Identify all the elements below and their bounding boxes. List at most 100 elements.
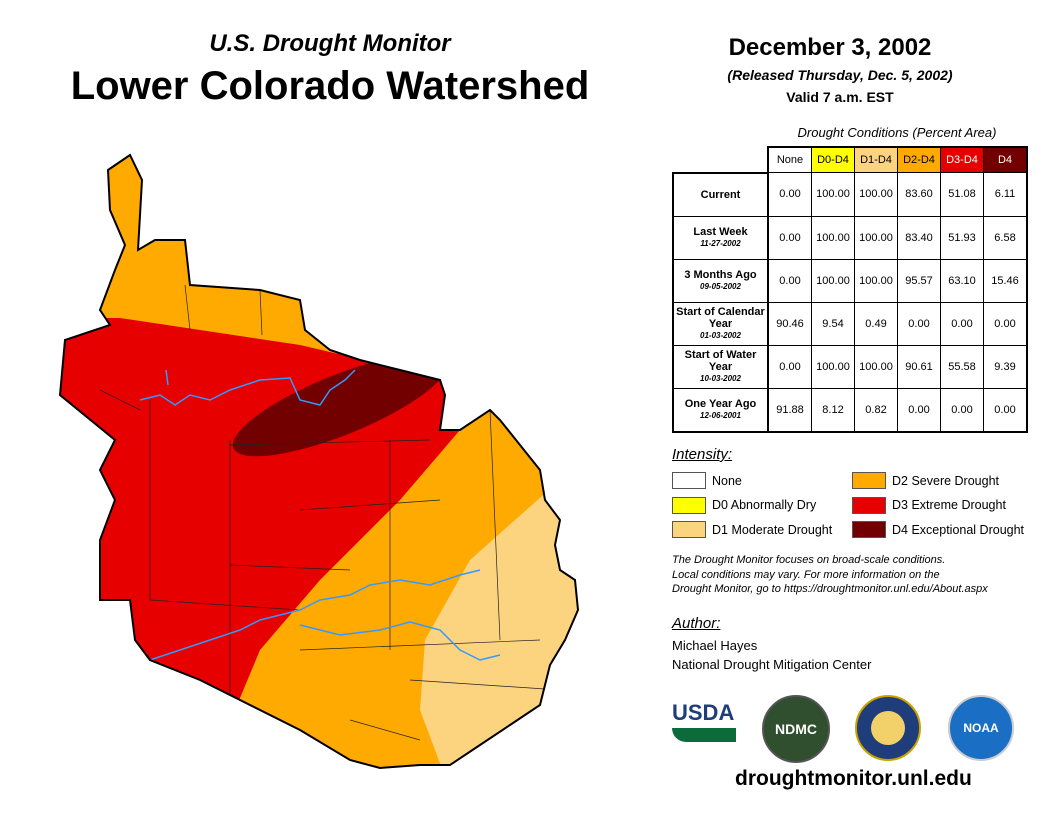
table-cell: 0.00 (897, 387, 941, 432)
usda-logo: USDA (672, 700, 736, 748)
table-cell: 95.57 (897, 258, 941, 303)
row-date: 10-03-2002 (700, 373, 741, 383)
legend-item: D2 Severe Drought (852, 472, 999, 489)
table-cell: 0.00 (897, 301, 941, 346)
table-row: Start of Water Year 10-03-2002 0.00 100.00 1… (672, 344, 1028, 389)
table-cell: 51.08 (940, 172, 984, 217)
table-cell: 63.10 (940, 258, 984, 303)
table-cell: 55.58 (940, 344, 984, 389)
legend-title: Intensity: (672, 446, 733, 463)
row-label: 3 Months Ago 09-05-2002 (672, 258, 769, 303)
table-cell: 0.00 (983, 387, 1028, 432)
legend-label: D1 Moderate Drought (712, 522, 833, 537)
legend-label: None (712, 473, 742, 488)
noaa-logo: NOAA (948, 695, 1014, 761)
row-date: 09-05-2002 (700, 281, 741, 291)
legend-swatch (672, 496, 706, 514)
row-label: Start of Calendar Year 01-03-2002 (672, 301, 769, 346)
legend-swatch (852, 496, 886, 514)
table-cell: 6.11 (983, 172, 1028, 217)
legend-swatch (852, 472, 886, 489)
table-cell: 9.54 (811, 301, 855, 346)
table-row: One Year Ago 12-06-2001 91.88 8.12 0.82 0.00 0… (672, 387, 1028, 432)
row-label: One Year Ago 12-06-2001 (672, 387, 769, 432)
note-line: Local conditions may vary. For more info… (672, 568, 940, 581)
table-cell: 0.00 (767, 344, 812, 389)
legend-item: D0 Abnormally Dry (672, 496, 817, 514)
table-row: 3 Months Ago 09-05-2002 0.00 100.00 100.00 95… (672, 258, 1028, 303)
drought-conditions-table: None D0-D4 D1-D4 D2-D4 D3-D4 D4 Current 0… (672, 146, 1028, 433)
legend-label: D3 Extreme Drought (892, 498, 1006, 512)
table-cell: 100.00 (811, 344, 855, 389)
table-cell: 100.00 (811, 172, 855, 217)
table-cell: 6.58 (983, 215, 1028, 260)
col-d1-d4: D1-D4 (854, 146, 898, 173)
table-cell: 100.00 (854, 215, 898, 260)
table-cell: 0.00 (767, 172, 812, 217)
table-cell: 100.00 (854, 344, 898, 389)
table-cell: 83.40 (897, 215, 941, 260)
table-cell: 51.93 (940, 215, 984, 260)
table-cell: 0.00 (940, 301, 984, 346)
row-label: Current (672, 172, 769, 217)
author-org: National Drought Mitigation Center (672, 657, 872, 672)
table-cell: 91.88 (767, 387, 812, 432)
col-d3-d4: D3-D4 (940, 146, 984, 173)
valid-time: Valid 7 a.m. EST (786, 89, 894, 105)
commerce-seal-logo (855, 695, 921, 761)
table-cell: 83.60 (897, 172, 941, 217)
rivers (139, 369, 501, 661)
table-cell: 15.46 (983, 258, 1028, 303)
release-date: (Released Thursday, Dec. 5, 2002) (727, 67, 953, 83)
table-cell: 100.00 (854, 172, 898, 217)
table-caption: Drought Conditions (Percent Area) (797, 125, 997, 140)
subbasin-borders (99, 284, 561, 741)
ndmc-logo: NDMC (762, 695, 830, 763)
col-d4: D4 (983, 146, 1028, 173)
author-label: Author: (672, 615, 721, 632)
legend-label: D2 Severe Drought (892, 473, 1000, 488)
table-cell: 8.12 (811, 387, 855, 432)
table-cell: 0.00 (767, 215, 812, 260)
d4-region (232, 353, 448, 457)
legend-label: D4 Exceptional Drought (892, 522, 1025, 537)
legend-item: D3 Extreme Drought (852, 496, 1006, 514)
note-line: The Drought Monitor focuses on broad-sca… (672, 554, 946, 566)
table-cell: 0.00 (767, 258, 812, 303)
legend-swatch (672, 521, 706, 538)
map-date: December 3, 2002 (728, 34, 932, 61)
legend-swatch (852, 521, 886, 538)
author-name: Michael Hayes (672, 638, 758, 653)
legend-item: None (672, 472, 742, 489)
table-row: Last Week 11-27-2002 0.00 100.00 100.00 83.40… (672, 215, 1028, 260)
legend-item: D1 Moderate Drought (672, 521, 832, 538)
col-d0-d4: D0-D4 (811, 146, 855, 173)
disclaimer-note: The Drought Monitor focuses on broad-sca… (672, 553, 1052, 597)
table-cell: 100.00 (811, 215, 855, 260)
legend-label: D0 Abnormally Dry (712, 498, 817, 512)
table-cell: 100.00 (811, 258, 855, 303)
row-label: Start of Water Year 10-03-2002 (672, 344, 769, 389)
legend-item: D4 Exceptional Drought (852, 521, 1024, 538)
footer-url[interactable]: droughtmonitor.unl.edu (735, 767, 972, 790)
row-label: Last Week 11-27-2002 (672, 215, 769, 260)
watershed-map (59, 154, 579, 769)
col-d2-d4: D2-D4 (897, 146, 941, 173)
table-cell: 9.39 (983, 344, 1028, 389)
map-title: Lower Colorado Watershed (70, 64, 590, 108)
table-cell: 0.00 (983, 301, 1028, 346)
table-cell: 0.82 (854, 387, 898, 432)
row-date: 11-27-2002 (700, 238, 741, 248)
table-row: Start of Calendar Year 01-03-2002 90.46 9.5… (672, 301, 1028, 346)
table-cell: 0.49 (854, 301, 898, 346)
legend-swatch (672, 472, 706, 489)
table-cell: 90.46 (767, 301, 812, 346)
table-cell: 100.00 (854, 258, 898, 303)
table-row: Current 0.00 100.00 100.00 83.60 51.08 6.11 (672, 172, 1028, 217)
row-date: 12-06-2001 (700, 410, 741, 420)
table-cell: 90.61 (897, 344, 941, 389)
row-date: 01-03-2002 (700, 330, 741, 340)
note-line: Drought Monitor, go to https://droughtmo… (672, 583, 988, 595)
table-cell: 0.00 (940, 387, 984, 432)
